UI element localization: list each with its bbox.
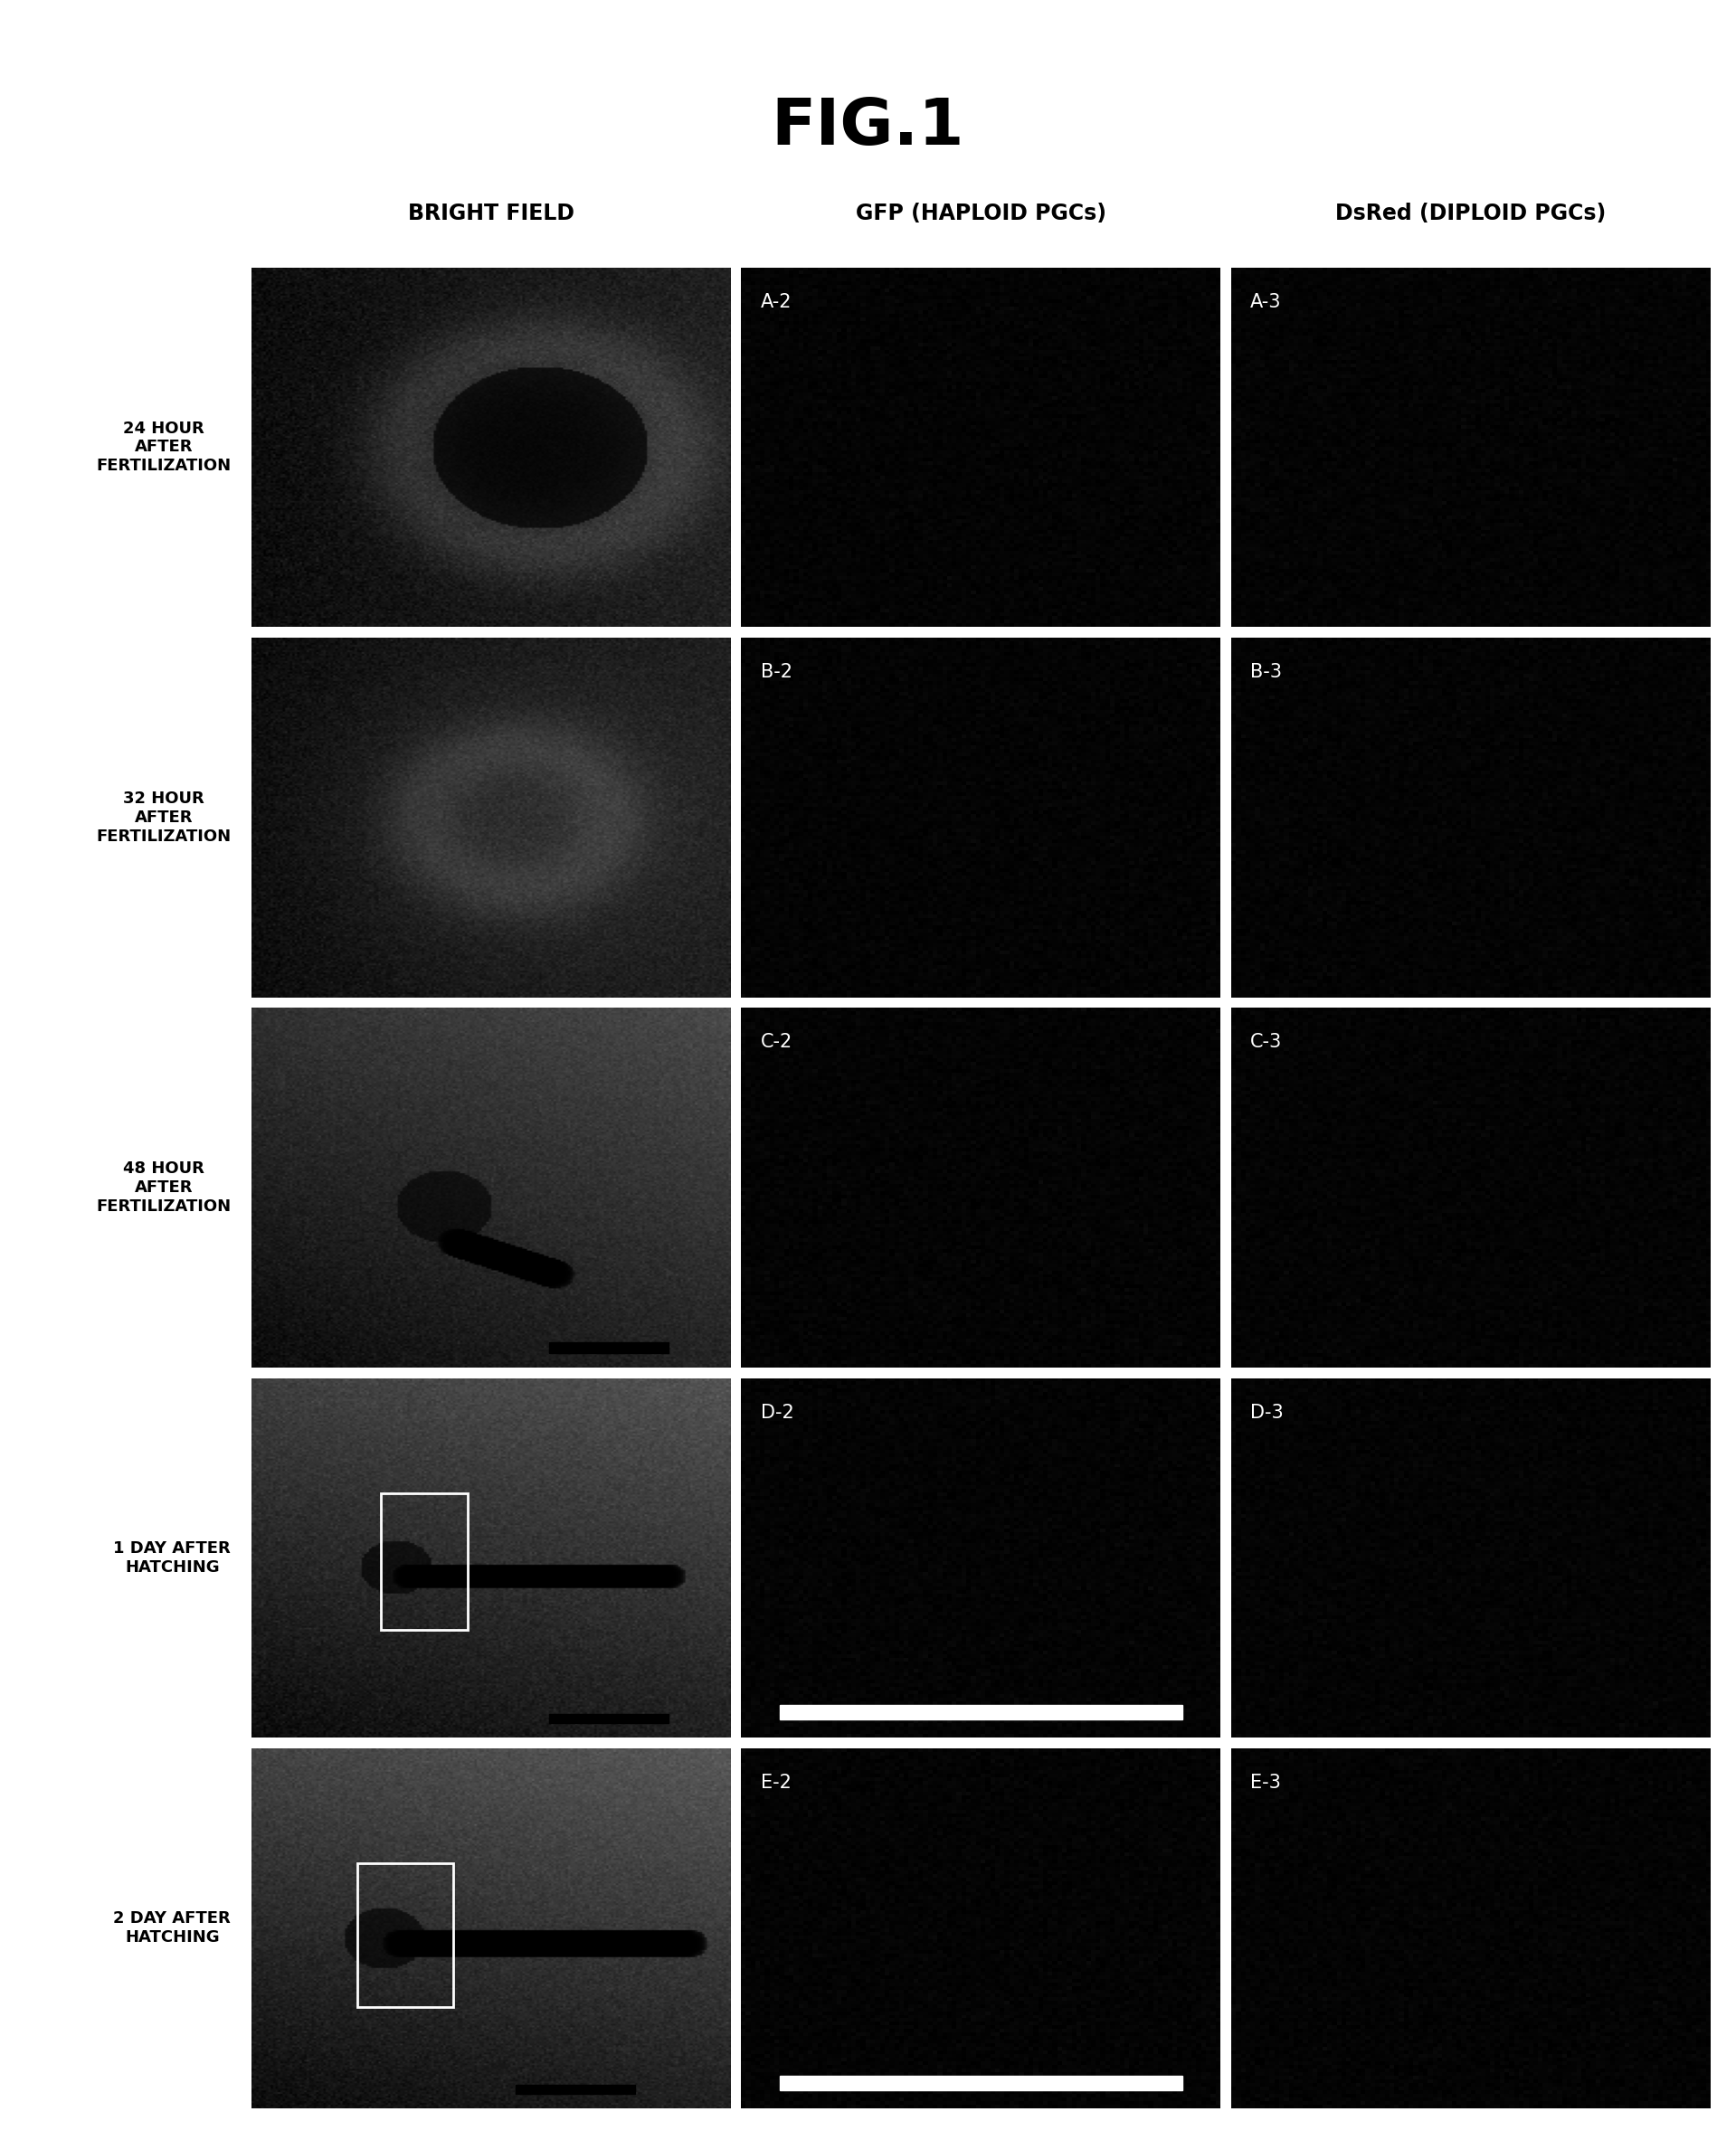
Text: E-3: E-3 — [1250, 1774, 1281, 1791]
Text: DsRed (DIPLOID PGCs): DsRed (DIPLOID PGCs) — [1335, 203, 1606, 225]
Text: A-3: A-3 — [1250, 293, 1281, 310]
Text: A-2: A-2 — [760, 293, 792, 310]
Text: 48 HOUR
AFTER
FERTILIZATION: 48 HOUR AFTER FERTILIZATION — [95, 1160, 231, 1216]
Text: B-3: B-3 — [1250, 663, 1281, 681]
Text: FIG.1: FIG.1 — [771, 96, 965, 158]
Text: C-2: C-2 — [760, 1034, 792, 1051]
Bar — [549, 1714, 668, 1723]
Text: BRIGHT FIELD: BRIGHT FIELD — [408, 203, 575, 225]
Text: GFP (HAPLOID PGCs): GFP (HAPLOID PGCs) — [856, 203, 1106, 225]
Text: 1 DAY AFTER
HATCHING: 1 DAY AFTER HATCHING — [113, 1541, 231, 1575]
Text: 24 HOUR
AFTER
FERTILIZATION: 24 HOUR AFTER FERTILIZATION — [95, 419, 231, 475]
Text: 2 DAY AFTER
HATCHING: 2 DAY AFTER HATCHING — [113, 1911, 231, 1945]
Text: B-2: B-2 — [760, 663, 792, 681]
Text: D-2: D-2 — [760, 1404, 793, 1421]
Bar — [779, 2076, 1182, 2091]
Bar — [358, 1864, 453, 2007]
Bar — [382, 1494, 467, 1631]
Bar — [516, 2084, 635, 2093]
Text: C-3: C-3 — [1250, 1034, 1281, 1051]
Bar — [779, 1706, 1182, 1721]
Bar — [549, 1342, 668, 1352]
Text: D-3: D-3 — [1250, 1404, 1283, 1421]
Text: 32 HOUR
AFTER
FERTILIZATION: 32 HOUR AFTER FERTILIZATION — [95, 790, 231, 845]
Text: E-2: E-2 — [760, 1774, 792, 1791]
